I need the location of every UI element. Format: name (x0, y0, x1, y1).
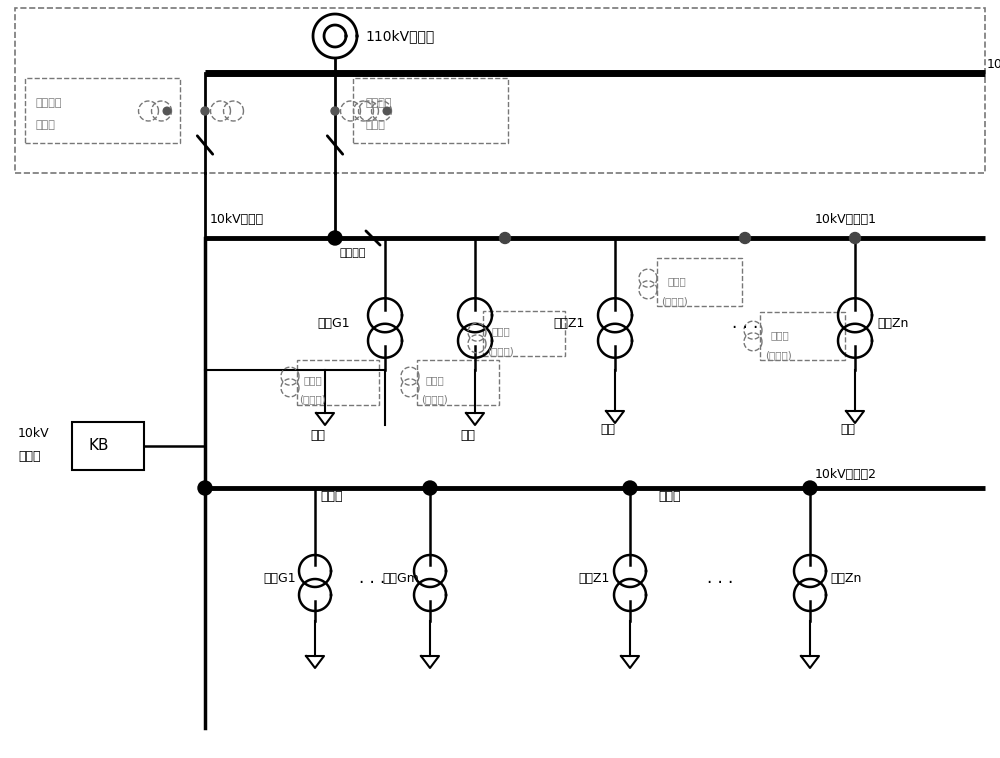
Text: 计量点: 计量点 (491, 326, 510, 336)
Text: 公变Gm: 公变Gm (382, 572, 419, 584)
Bar (297, 360, 379, 405)
Text: 计量点: 计量点 (667, 276, 686, 286)
Bar (417, 360, 499, 405)
Text: 分支线: 分支线 (320, 490, 342, 503)
Bar (72, 422, 144, 470)
Text: 计量点: 计量点 (425, 375, 444, 385)
Text: · · ·: · · · (707, 574, 733, 592)
Text: 10kV主干线: 10kV主干线 (210, 213, 264, 226)
Circle shape (328, 231, 342, 245)
Circle shape (163, 107, 171, 114)
Circle shape (500, 233, 511, 243)
Text: 专变Z1: 专变Z1 (578, 572, 609, 584)
Text: 专变Zn: 专变Zn (830, 572, 861, 584)
Circle shape (331, 107, 339, 115)
Circle shape (201, 107, 209, 115)
Circle shape (623, 481, 637, 495)
Text: 专变Z1: 专变Z1 (553, 317, 584, 330)
Bar (760, 312, 845, 360)
Circle shape (423, 481, 437, 495)
Text: 电能质量: 电能质量 (35, 98, 62, 108)
Text: 柱上开关: 柱上开关 (340, 248, 366, 258)
Text: (电能表): (电能表) (661, 296, 688, 306)
Text: 监测点: 监测点 (35, 120, 55, 130)
Text: 监测点: 监测点 (365, 120, 385, 130)
Text: 分支线: 分支线 (658, 490, 680, 503)
Text: · · ·: · · · (732, 319, 758, 337)
Circle shape (850, 233, 861, 243)
Text: 用户: 用户 (460, 429, 475, 442)
Bar (25, 78, 180, 143)
Text: 110kV变电站: 110kV变电站 (365, 29, 434, 43)
Text: 10kV母线: 10kV母线 (987, 58, 1000, 71)
Text: 公变G1: 公变G1 (317, 317, 350, 330)
Text: 用户: 用户 (310, 429, 325, 442)
Text: 用户: 用户 (840, 423, 855, 436)
Text: (电能表): (电能表) (421, 394, 448, 404)
Bar (657, 258, 742, 306)
Text: 用户: 用户 (600, 423, 615, 436)
Text: KB: KB (88, 438, 108, 453)
Text: 10kV: 10kV (18, 427, 50, 440)
Text: 开闭所: 开闭所 (18, 450, 40, 463)
Text: 计量点: 计量点 (770, 330, 789, 340)
Bar (353, 78, 508, 143)
Text: 10kV次干线2: 10kV次干线2 (815, 468, 877, 481)
Circle shape (383, 107, 391, 114)
Circle shape (740, 233, 750, 243)
Text: 公变G1: 公变G1 (263, 572, 296, 584)
Text: 10kV次干线1: 10kV次干线1 (815, 213, 877, 226)
Text: 专变Zn: 专变Zn (877, 317, 908, 330)
Bar (483, 311, 565, 356)
Text: (电能表): (电能表) (299, 394, 326, 404)
Text: (电能表): (电能表) (765, 350, 792, 360)
Circle shape (803, 481, 817, 495)
Text: 计量点: 计量点 (303, 375, 322, 385)
Bar (15, 8, 985, 173)
Circle shape (198, 481, 212, 495)
Text: · · ·: · · · (359, 574, 386, 592)
Text: 电能质量: 电能质量 (365, 98, 392, 108)
Text: (电能表): (电能表) (487, 346, 514, 356)
